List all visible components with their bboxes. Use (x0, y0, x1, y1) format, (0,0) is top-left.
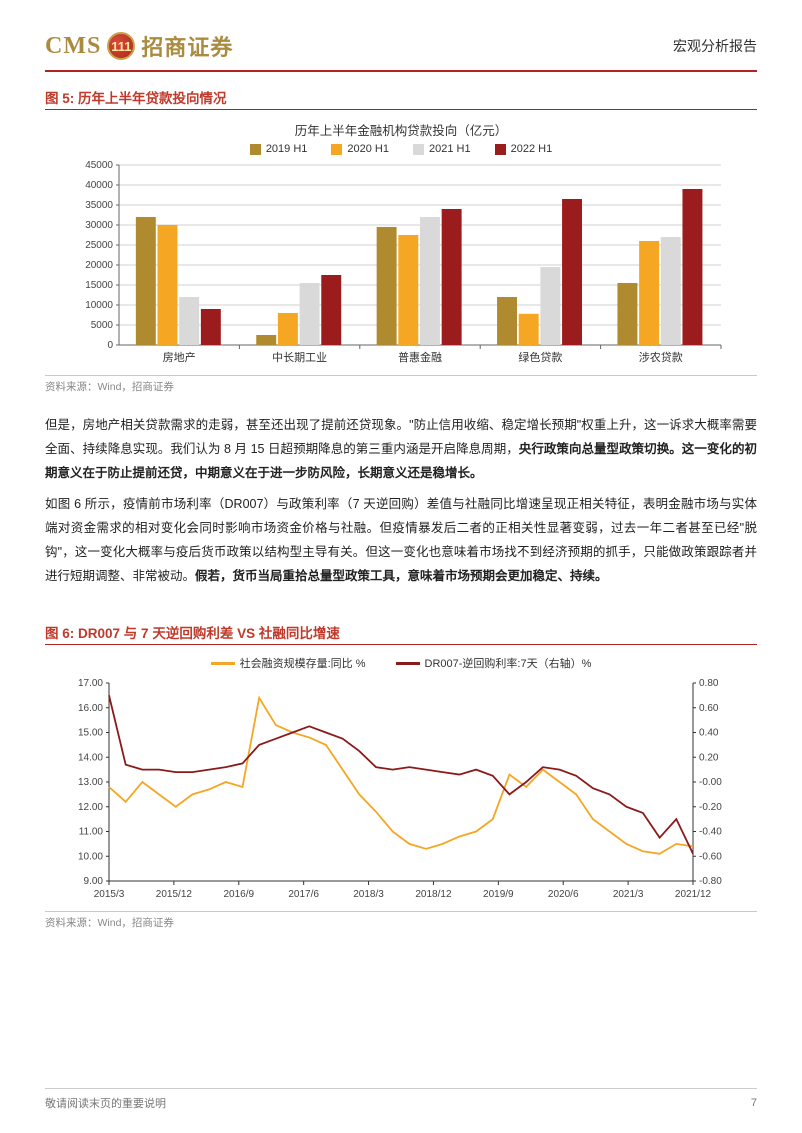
svg-text:0.20: 0.20 (699, 753, 719, 764)
legend-swatch (211, 662, 235, 665)
svg-text:35000: 35000 (85, 200, 113, 211)
svg-text:0.60: 0.60 (699, 703, 719, 714)
svg-text:10000: 10000 (85, 300, 113, 311)
figure6-chart: 社会融资规模存量:同比 % DR007-逆回购利率:7天（右轴）% 9.00 10.… (45, 651, 757, 907)
p2-bold: 假若，货币当局重拾总量型政策工具，意味着市场预期会更加稳定、持续。 (195, 569, 608, 583)
svg-text:2021/3: 2021/3 (613, 889, 644, 900)
svg-text:15.00: 15.00 (78, 728, 103, 739)
legend-label: 社会融资规模存量:同比 % (240, 655, 366, 671)
svg-text:2020/6: 2020/6 (548, 889, 579, 900)
figure6-rule (45, 644, 757, 645)
body-text-block: 但是，房地产相关贷款需求的走弱，甚至还出现了提前还贷现象。"防止信用收缩、稳定增… (45, 414, 757, 588)
figure6-label: 图 6: (45, 626, 74, 641)
svg-text:2018/12: 2018/12 (415, 889, 452, 900)
figure6-legend: 社会融资规模存量:同比 % DR007-逆回购利率:7天（右轴）% (45, 655, 757, 671)
figure6-title: DR007 与 7 天逆回购利差 VS 社融同比增速 (78, 626, 340, 641)
legend-swatch (331, 144, 342, 155)
report-type-label: 宏观分析报告 (673, 36, 757, 56)
svg-text:5000: 5000 (91, 320, 114, 331)
legend-item: 2020 H1 (331, 143, 389, 155)
svg-text:绿色贷款: 绿色贷款 (518, 350, 562, 364)
svg-text:中长期工业: 中长期工业 (272, 351, 327, 364)
svg-text:-0.40: -0.40 (699, 827, 722, 838)
figure5-rule (45, 109, 757, 110)
svg-text:20000: 20000 (85, 260, 113, 271)
svg-text:0: 0 (107, 340, 113, 351)
figure5-label: 图 5: (45, 91, 74, 106)
legend-item: 2019 H1 (250, 143, 308, 155)
figure5-inner-title: 历年上半年金融机构贷款投向（亿元） (45, 120, 757, 139)
figure5-legend: 2019 H1 2020 H1 2021 H1 2022 H1 (45, 143, 757, 155)
svg-text:11.00: 11.00 (79, 827, 104, 838)
svg-text:12.00: 12.00 (78, 802, 103, 813)
svg-text:30000: 30000 (85, 220, 113, 231)
figure5-source: 资料来源：Wind，招商证券 (45, 375, 757, 394)
legend-label: DR007-逆回购利率:7天（右轴）% (425, 655, 592, 671)
svg-text:-0.80: -0.80 (699, 876, 722, 887)
svg-text:-0.60: -0.60 (699, 852, 722, 863)
svg-text:10.00: 10.00 (78, 852, 103, 863)
svg-text:14.00: 14.00 (78, 753, 103, 764)
legend-item: 2022 H1 (495, 143, 553, 155)
svg-text:-0.20: -0.20 (699, 802, 722, 813)
svg-text:房地产: 房地产 (163, 350, 196, 364)
figure6-source: 资料来源：Wind，招商证券 (45, 911, 757, 930)
legend-label: 2022 H1 (511, 143, 553, 155)
figure6-caption: 图 6: DR007 与 7 天逆回购利差 VS 社融同比增速 (45, 622, 757, 642)
legend-item: 社会融资规模存量:同比 % (211, 655, 366, 671)
paragraph-1: 但是，房地产相关贷款需求的走弱，甚至还出现了提前还贷现象。"防止信用收缩、稳定增… (45, 414, 757, 485)
legend-label: 2019 H1 (266, 143, 308, 155)
svg-text:15000: 15000 (85, 280, 113, 291)
svg-text:2015/3: 2015/3 (94, 889, 125, 900)
svg-text:2015/12: 2015/12 (156, 889, 193, 900)
logo-cms-text: CMS (45, 33, 101, 60)
svg-text:13.00: 13.00 (78, 777, 103, 788)
svg-text:2016/9: 2016/9 (223, 889, 254, 900)
legend-swatch (396, 662, 420, 665)
svg-text:2021/12: 2021/12 (675, 889, 712, 900)
logo-block: CMS 111 招商证券 (45, 30, 233, 62)
legend-swatch (250, 144, 261, 155)
svg-text:40000: 40000 (85, 180, 113, 191)
svg-text:普惠金融: 普惠金融 (398, 350, 442, 364)
header-rule (45, 70, 757, 72)
legend-label: 2020 H1 (347, 143, 389, 155)
svg-text:-0.00: -0.00 (699, 777, 722, 788)
legend-item: DR007-逆回购利率:7天（右轴）% (396, 655, 592, 671)
figure6-line-chart-svg: 9.00 10.00 11.00 12.00 13.00 14.00 15.00 16.00 1… (61, 675, 741, 905)
svg-text:45000: 45000 (85, 160, 113, 171)
svg-text:2019/9: 2019/9 (483, 889, 514, 900)
figure5-bar-chart-svg: 0 5000 10000 15000 20000 25000 30000 35000 40000… (71, 159, 731, 369)
legend-item: 2021 H1 (413, 143, 471, 155)
page-footer: 敬请阅读末页的重要说明 7 (45, 1088, 757, 1111)
svg-text:17.00: 17.00 (78, 678, 103, 689)
footer-page-number: 7 (751, 1097, 757, 1109)
svg-text:25000: 25000 (85, 240, 113, 251)
svg-text:0.40: 0.40 (699, 728, 719, 739)
logo-cn-text: 招商证券 (141, 30, 233, 62)
footer-disclaimer: 敬请阅读末页的重要说明 (45, 1095, 166, 1111)
figure5-chart: 历年上半年金融机构贷款投向（亿元） 2019 H12020 H12021 H12… (45, 116, 757, 371)
figure5-caption: 图 5: 历年上半年贷款投向情况 (45, 87, 757, 107)
paragraph-2: 如图 6 所示，疫情前市场利率（DR007）与政策利率（7 天逆回购）差值与社融… (45, 493, 757, 588)
svg-text:2018/3: 2018/3 (353, 889, 384, 900)
svg-text:16.00: 16.00 (78, 703, 103, 714)
svg-text:9.00: 9.00 (84, 876, 104, 887)
logo-badge-icon: 111 (107, 32, 135, 60)
page-header: CMS 111 招商证券 宏观分析报告 (45, 30, 757, 62)
legend-swatch (413, 144, 424, 155)
svg-text:0.80: 0.80 (699, 678, 719, 689)
legend-label: 2021 H1 (429, 143, 471, 155)
legend-swatch (495, 144, 506, 155)
svg-text:涉农贷款: 涉农贷款 (639, 350, 683, 364)
figure5-title: 历年上半年贷款投向情况 (78, 91, 227, 106)
svg-text:2017/6: 2017/6 (288, 889, 319, 900)
